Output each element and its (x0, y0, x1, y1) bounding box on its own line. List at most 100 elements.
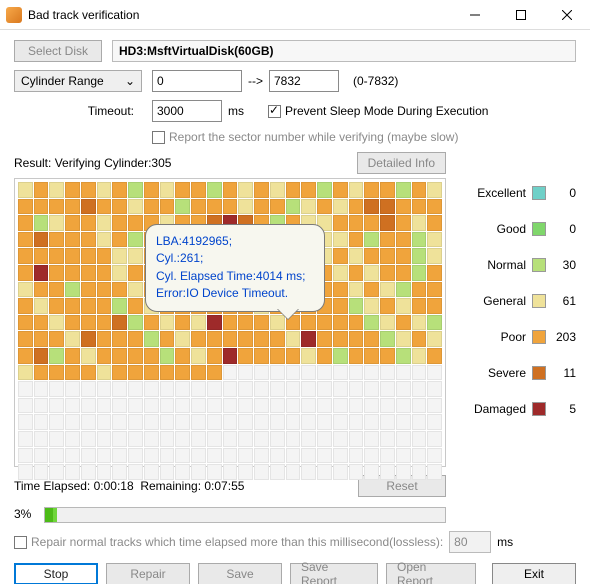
grid-cell[interactable] (396, 365, 411, 381)
grid-cell[interactable] (112, 282, 127, 298)
grid-cell[interactable] (128, 348, 143, 364)
grid-cell[interactable] (34, 365, 49, 381)
grid-cell[interactable] (144, 365, 159, 381)
grid-cell[interactable] (349, 448, 364, 464)
grid-cell[interactable] (97, 464, 112, 480)
grid-cell[interactable] (65, 199, 80, 215)
save-report-button[interactable]: Save Report (290, 563, 378, 584)
grid-cell[interactable] (301, 398, 316, 414)
grid-cell[interactable] (191, 315, 206, 331)
grid-cell[interactable] (364, 199, 379, 215)
grid-cell[interactable] (238, 199, 253, 215)
grid-cell[interactable] (286, 348, 301, 364)
grid-cell[interactable] (175, 448, 190, 464)
grid-cell[interactable] (175, 381, 190, 397)
grid-cell[interactable] (49, 414, 64, 430)
grid-cell[interactable] (34, 348, 49, 364)
grid-cell[interactable] (144, 431, 159, 447)
grid-cell[interactable] (18, 265, 33, 281)
grid-cell[interactable] (18, 348, 33, 364)
grid-cell[interactable] (34, 282, 49, 298)
grid-cell[interactable] (49, 464, 64, 480)
grid-cell[interactable] (81, 282, 96, 298)
grid-cell[interactable] (207, 464, 222, 480)
grid-cell[interactable] (97, 398, 112, 414)
grid-cell[interactable] (286, 199, 301, 215)
grid-cell[interactable] (364, 365, 379, 381)
grid-cell[interactable] (396, 431, 411, 447)
grid-cell[interactable] (18, 365, 33, 381)
grid-cell[interactable] (364, 381, 379, 397)
grid-cell[interactable] (191, 182, 206, 198)
grid-cell[interactable] (175, 348, 190, 364)
grid-cell[interactable] (49, 282, 64, 298)
grid-cell[interactable] (175, 398, 190, 414)
grid-cell[interactable] (65, 381, 80, 397)
grid-cell[interactable] (333, 248, 348, 264)
grid-cell[interactable] (65, 248, 80, 264)
maximize-button[interactable] (498, 0, 544, 29)
grid-cell[interactable] (333, 282, 348, 298)
grid-cell[interactable] (238, 448, 253, 464)
grid-cell[interactable] (34, 199, 49, 215)
grid-cell[interactable] (160, 348, 175, 364)
grid-cell[interactable] (364, 398, 379, 414)
grid-cell[interactable] (65, 448, 80, 464)
grid-cell[interactable] (317, 381, 332, 397)
grid-cell[interactable] (380, 365, 395, 381)
grid-cell[interactable] (349, 265, 364, 281)
grid-cell[interactable] (112, 248, 127, 264)
grid-cell[interactable] (333, 331, 348, 347)
grid-cell[interactable] (270, 365, 285, 381)
grid-cell[interactable] (97, 315, 112, 331)
grid-cell[interactable] (254, 448, 269, 464)
grid-cell[interactable] (65, 431, 80, 447)
grid-cell[interactable] (396, 248, 411, 264)
grid-cell[interactable] (301, 315, 316, 331)
grid-cell[interactable] (286, 182, 301, 198)
grid-cell[interactable] (18, 448, 33, 464)
grid-cell[interactable] (238, 365, 253, 381)
grid-cell[interactable] (49, 431, 64, 447)
grid-cell[interactable] (207, 365, 222, 381)
grid-cell[interactable] (175, 365, 190, 381)
grid-cell[interactable] (144, 448, 159, 464)
grid-cell[interactable] (238, 381, 253, 397)
grid-cell[interactable] (18, 232, 33, 248)
grid-cell[interactable] (317, 448, 332, 464)
grid-cell[interactable] (112, 298, 127, 314)
grid-cell[interactable] (349, 182, 364, 198)
grid-cell[interactable] (128, 298, 143, 314)
grid-cell[interactable] (128, 464, 143, 480)
grid-cell[interactable] (317, 365, 332, 381)
grid-cell[interactable] (349, 348, 364, 364)
grid-cell[interactable] (412, 448, 427, 464)
grid-cell[interactable] (65, 365, 80, 381)
grid-cell[interactable] (333, 199, 348, 215)
grid-cell[interactable] (207, 431, 222, 447)
grid-cell[interactable] (81, 199, 96, 215)
select-disk-button[interactable]: Select Disk (14, 40, 102, 62)
grid-cell[interactable] (81, 298, 96, 314)
grid-cell[interactable] (34, 298, 49, 314)
grid-cell[interactable] (380, 331, 395, 347)
grid-cell[interactable] (427, 464, 442, 480)
grid-cell[interactable] (81, 182, 96, 198)
grid-cell[interactable] (427, 282, 442, 298)
grid-cell[interactable] (144, 331, 159, 347)
grid-cell[interactable] (427, 248, 442, 264)
grid-cell[interactable] (317, 464, 332, 480)
grid-cell[interactable] (238, 182, 253, 198)
grid-cell[interactable] (349, 248, 364, 264)
grid-cell[interactable] (349, 414, 364, 430)
grid-cell[interactable] (81, 464, 96, 480)
grid-cell[interactable] (97, 348, 112, 364)
grid-cell[interactable] (128, 282, 143, 298)
grid-cell[interactable] (412, 265, 427, 281)
grid-cell[interactable] (175, 182, 190, 198)
grid-cell[interactable] (112, 182, 127, 198)
grid-cell[interactable] (65, 348, 80, 364)
grid-cell[interactable] (349, 315, 364, 331)
repair-checkbox[interactable] (14, 536, 27, 549)
grid-cell[interactable] (254, 365, 269, 381)
